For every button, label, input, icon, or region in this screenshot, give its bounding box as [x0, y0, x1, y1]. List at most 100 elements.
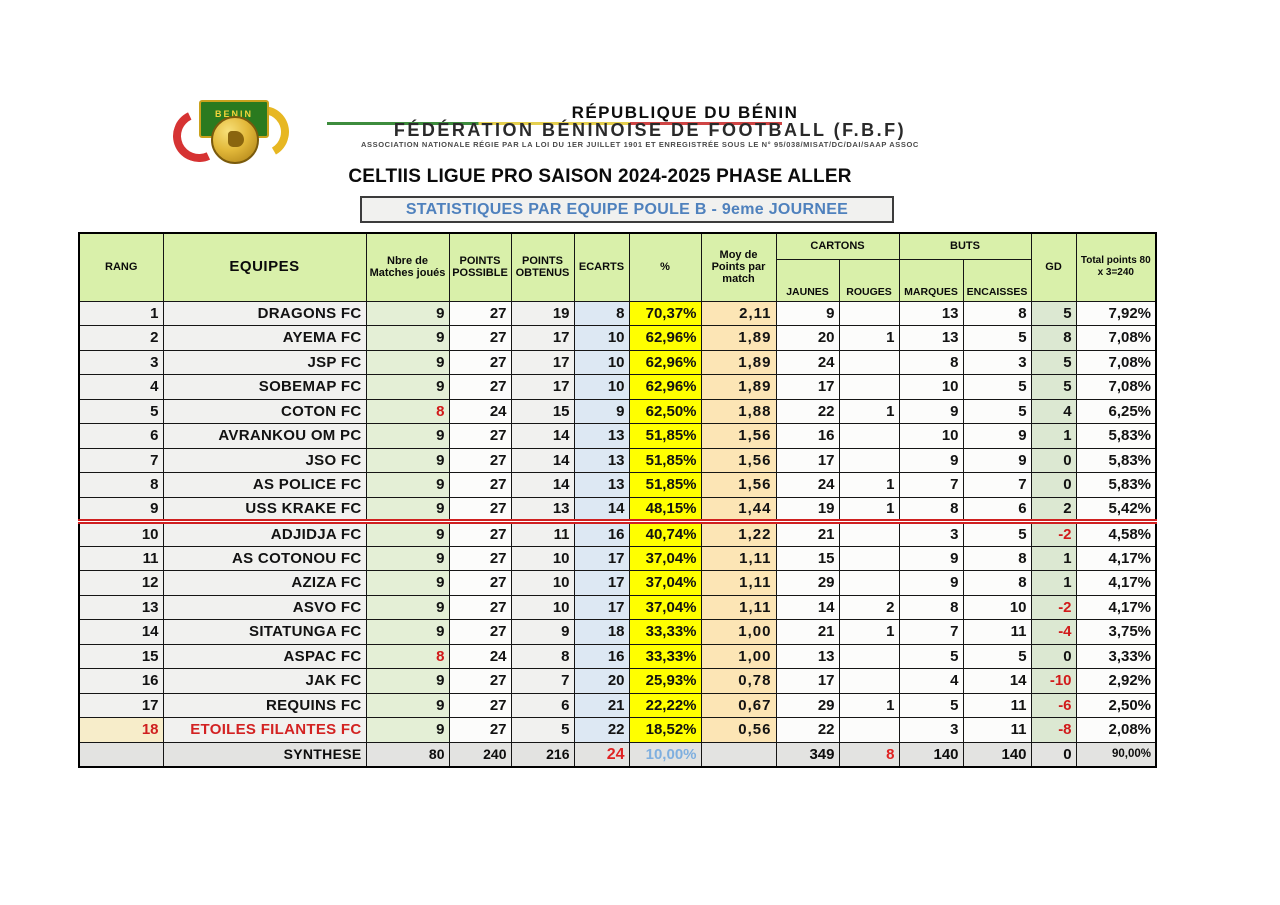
- cell-total: 7,92%: [1075, 300, 1157, 326]
- cell-matches: 9: [365, 619, 450, 645]
- cell-rank: 16: [78, 668, 164, 694]
- cell-gd: -6: [1030, 692, 1077, 718]
- cell-rank: [78, 741, 164, 767]
- cell-jaunes: 17: [775, 668, 840, 694]
- cell-name: ETOILES FILANTES FC: [162, 717, 367, 743]
- cell-possible: 27: [448, 472, 512, 498]
- cell-encaisses: 10: [962, 594, 1032, 620]
- cell-matches: 9: [365, 496, 450, 524]
- cell-pct: 37,04%: [628, 545, 702, 571]
- cell-pct: 51,85%: [628, 447, 702, 473]
- col-marques: MARQUES: [898, 258, 964, 302]
- cell-rouges: [838, 521, 900, 547]
- cell-possible: 24: [448, 643, 512, 669]
- cell-name: JSP FC: [162, 349, 367, 375]
- cell-encaisses: 14: [962, 668, 1032, 694]
- cell-gd: 5: [1030, 300, 1077, 326]
- cell-marques: 13: [898, 325, 964, 351]
- document-subtitle: STATISTIQUES PAR EQUIPE POULE B - 9eme J…: [360, 196, 894, 223]
- cell-jaunes: 349: [775, 741, 840, 767]
- col-matches: Nbre de Matches joués: [365, 232, 450, 302]
- cell-obtenus: 17: [510, 325, 575, 351]
- cell-possible: 27: [448, 374, 512, 400]
- cell-encaisses: 9: [962, 423, 1032, 449]
- cell-ecarts: 24: [573, 741, 630, 767]
- team-row: 12 AZIZA FC 9 27 10 17 37,04% 1,11 29 9 8 1 4,17%: [78, 570, 1157, 596]
- cell-name: DRAGONS FC: [162, 300, 367, 326]
- cell-total: 90,00%: [1075, 741, 1157, 767]
- team-row: 17 REQUINS FC 9 27 6 21 22,22% 0,67 29 1 5 11 -6 2,50…: [78, 692, 1157, 718]
- cell-rank: 7: [78, 447, 164, 473]
- cell-gd: 4: [1030, 398, 1077, 424]
- cell-rank: 9: [78, 496, 164, 524]
- cell-ecarts: 13: [573, 447, 630, 473]
- cell-rouges: 1: [838, 325, 900, 351]
- cell-gd: -8: [1030, 717, 1077, 743]
- cell-rouges: [838, 570, 900, 596]
- cell-encaisses: 5: [962, 398, 1032, 424]
- cell-jaunes: 17: [775, 374, 840, 400]
- cell-name: ASVO FC: [162, 594, 367, 620]
- cell-marques: 8: [898, 496, 964, 524]
- cell-pct: 40,74%: [628, 521, 702, 547]
- cell-name: JSO FC: [162, 447, 367, 473]
- cell-rouges: [838, 374, 900, 400]
- cell-encaisses: 11: [962, 619, 1032, 645]
- cell-matches: 80: [365, 741, 450, 767]
- cell-moy: [700, 741, 777, 767]
- cell-rouges: 1: [838, 496, 900, 524]
- team-row: 2 AYEMA FC 9 27 17 10 62,96% 1,89 20 1 13 5 8 7,08%: [78, 325, 1157, 351]
- table-header: RANG EQUIPES Nbre de Matches joués POINT…: [78, 232, 1157, 302]
- cell-rank: 11: [78, 545, 164, 571]
- cell-rouges: [838, 545, 900, 571]
- cell-gd: 0: [1030, 643, 1077, 669]
- cell-matches: 9: [365, 570, 450, 596]
- cell-encaisses: 5: [962, 643, 1032, 669]
- cell-encaisses: 140: [962, 741, 1032, 767]
- cell-marques: 3: [898, 521, 964, 547]
- cell-possible: 27: [448, 349, 512, 375]
- cell-moy: 1,22: [700, 521, 777, 547]
- cell-moy: 1,56: [700, 447, 777, 473]
- cell-possible: 27: [448, 545, 512, 571]
- cell-rank: 8: [78, 472, 164, 498]
- cell-matches: 9: [365, 692, 450, 718]
- team-row: 16 JAK FC 9 27 7 20 25,93% 0,78 17 4 14 -10 2,92%: [78, 668, 1157, 694]
- cell-total: 6,25%: [1075, 398, 1157, 424]
- cell-moy: 1,89: [700, 325, 777, 351]
- cell-marques: 10: [898, 374, 964, 400]
- cell-encaisses: 8: [962, 570, 1032, 596]
- cell-matches: 9: [365, 300, 450, 326]
- cell-matches: 9: [365, 594, 450, 620]
- cell-rouges: [838, 300, 900, 326]
- document-title: CELTIIS LIGUE PRO SAISON 2024-2025 PHASE…: [348, 166, 852, 187]
- cell-jaunes: 24: [775, 472, 840, 498]
- country-title: RÉPUBLIQUE DU BÉNIN: [571, 103, 799, 122]
- cell-jaunes: 20: [775, 325, 840, 351]
- cell-rank: 15: [78, 643, 164, 669]
- cell-pct: 62,96%: [628, 325, 702, 351]
- cell-pct: 62,96%: [628, 374, 702, 400]
- cell-gd: 1: [1030, 570, 1077, 596]
- cell-ecarts: 9: [573, 398, 630, 424]
- col-buts: BUTS: [898, 232, 1032, 260]
- team-row: 5 COTON FC 8 24 15 9 62,50% 1,88 22 1 9 5 4 6,25%: [78, 398, 1157, 424]
- cell-encaisses: 8: [962, 545, 1032, 571]
- team-row: 13 ASVO FC 9 27 10 17 37,04% 1,11 14 2 8 10 -2 4,17%: [78, 594, 1157, 620]
- cell-matches: 9: [365, 472, 450, 498]
- cell-rouges: [838, 668, 900, 694]
- col-moy: Moy de Points par match: [700, 232, 777, 302]
- cell-total: 4,17%: [1075, 594, 1157, 620]
- cell-obtenus: 10: [510, 594, 575, 620]
- teams-body: 1 DRAGONS FC 9 27 19 8 70,37% 2,11 9 13 8 5 7,92% 2 AY…: [78, 300, 1157, 767]
- cell-rouges: 1: [838, 692, 900, 718]
- cell-marques: 9: [898, 570, 964, 596]
- team-row: 18 ETOILES FILANTES FC 9 27 5 22 18,52% 0,56 22 3…: [78, 717, 1157, 743]
- cell-ecarts: 13: [573, 472, 630, 498]
- cell-moy: 1,89: [700, 374, 777, 400]
- col-obtenus: POINTS OBTENUS: [510, 232, 575, 302]
- cell-matches: 9: [365, 423, 450, 449]
- cell-marques: 7: [898, 472, 964, 498]
- cell-ecarts: 20: [573, 668, 630, 694]
- cell-pct: 62,50%: [628, 398, 702, 424]
